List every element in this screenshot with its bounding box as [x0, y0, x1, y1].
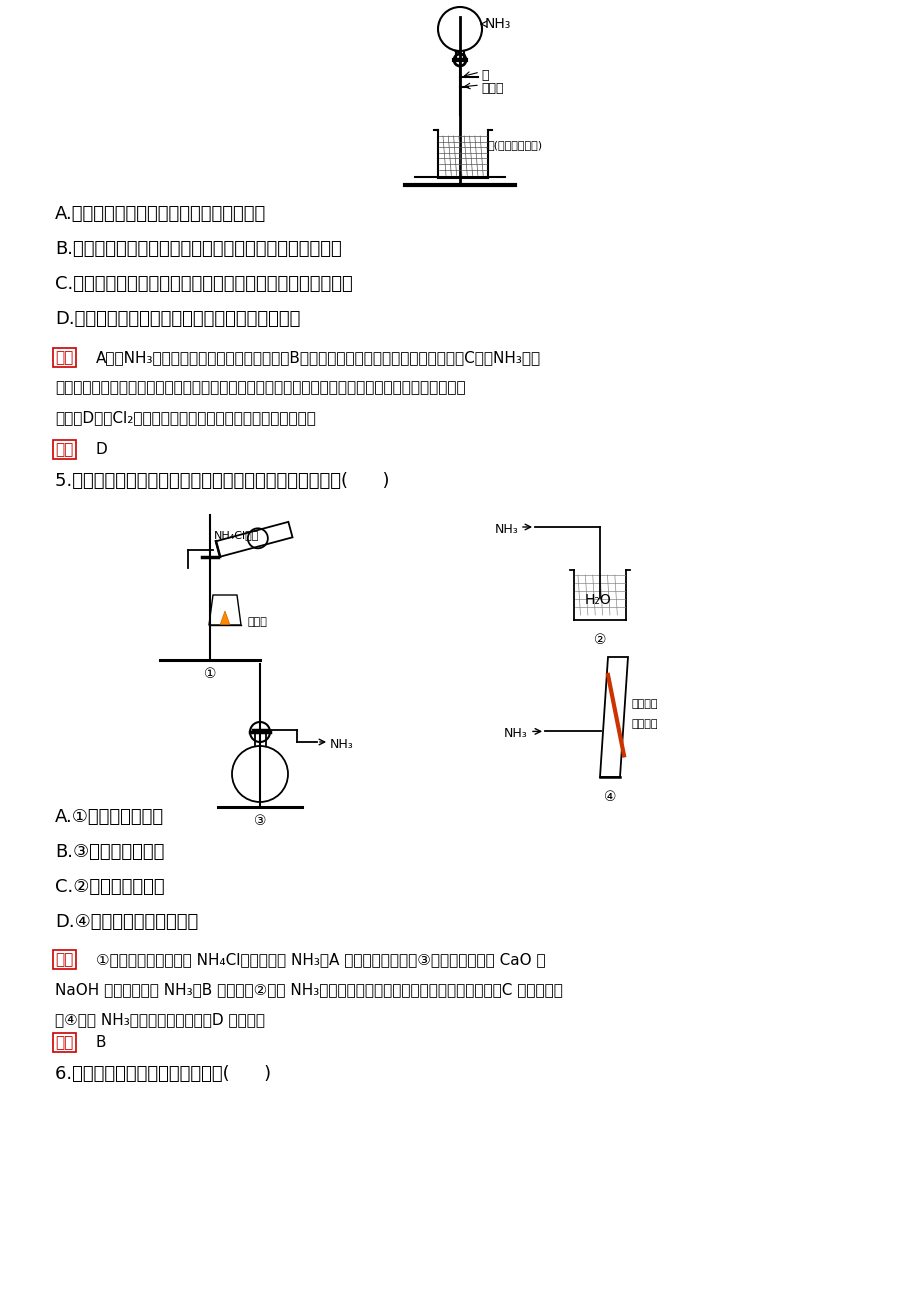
Text: 用④收集 NH₃时，收集气体不纯，D 项错误。: 用④收集 NH₃时，收集气体不纯，D 项错误。: [55, 1012, 265, 1027]
Text: 湿润红色: 湿润红色: [631, 699, 658, 710]
Text: 解析: 解析: [55, 350, 74, 365]
Text: D: D: [96, 441, 108, 457]
Text: C.形成喷泉的原因是氨气溶于水后，烧瓶内的气压小于大气压: C.形成喷泉的原因是氨气溶于水后，烧瓶内的气压小于大气压: [55, 275, 352, 293]
Text: A.①是氨气发生装置: A.①是氨气发生装置: [55, 809, 164, 825]
Text: 答案: 答案: [55, 441, 74, 457]
Text: ③: ③: [254, 814, 266, 828]
Text: A项，NH₃极易溶于水，可用来做喷泉实验；B项，氨水呼碱性，能使酚酮溶液变红色；C项，NH₃极易: A项，NH₃极易溶于水，可用来做喷泉实验；B项，氨水呼碱性，能使酚酮溶液变红色；…: [96, 350, 540, 365]
Text: NH₃: NH₃: [330, 738, 354, 751]
Text: NH₄Cl固体: NH₄Cl固体: [214, 530, 259, 540]
Text: A.该实验说明氨气是一种极易溶于水的气体: A.该实验说明氨气是一种极易溶于水的气体: [55, 204, 266, 223]
Text: NH₃: NH₃: [504, 728, 528, 741]
Text: B: B: [96, 1035, 106, 1049]
Text: NaOH 作用，可制取 NH₃，B 项正确；②作为 NH₃的吸收装置，漏斗插入水中，不能防止倒吸，C 项错误；利: NaOH 作用，可制取 NH₃，B 项正确；②作为 NH₃的吸收装置，漏斗插入水…: [55, 982, 562, 997]
Text: C.②是氨气吸收装置: C.②是氨气吸收装置: [55, 878, 165, 896]
Text: 碱石灰: 碱石灰: [248, 617, 267, 628]
Polygon shape: [599, 658, 628, 777]
Text: NH₃: NH₃: [484, 17, 511, 31]
Polygon shape: [216, 522, 292, 557]
Polygon shape: [209, 595, 241, 625]
Text: ④: ④: [603, 790, 616, 805]
Text: D.④是氨气收集、检验装置: D.④是氨气收集、检验装置: [55, 913, 198, 931]
Text: 石蕊试纸: 石蕊试纸: [631, 720, 658, 729]
Text: 水: 水: [481, 69, 488, 82]
Text: ①装置在管口处又生成 NH₄Cl，无法制得 NH₃，A 项错误；选用装置③，使用浓氨水与 CaO 或: ①装置在管口处又生成 NH₄Cl，无法制得 NH₃，A 项错误；选用装置③，使用…: [96, 952, 545, 967]
Text: ②: ②: [593, 633, 606, 647]
Text: B.③是氨气发生装置: B.③是氨气发生装置: [55, 842, 165, 861]
Text: D.用氯气代替氨气，利用此装置也可进行喷泉实验: D.用氯气代替氨气，利用此装置也可进行喷泉实验: [55, 310, 300, 328]
Text: H₂O: H₂O: [584, 592, 611, 607]
Text: 解析: 解析: [55, 952, 74, 967]
Text: 答案: 答案: [55, 1035, 74, 1049]
Text: 水(滴加少量酚酞): 水(滴加少量酚酞): [487, 141, 542, 150]
Text: NH₃: NH₃: [494, 523, 517, 536]
Text: 6.用加热法可以分离的一组物质是(      ): 6.用加热法可以分离的一组物质是( ): [55, 1065, 271, 1083]
Text: 5.实验室制取少量干燥的氨气涉及下列装置，其中正确的是(      ): 5.实验室制取少量干燥的氨气涉及下列装置，其中正确的是( ): [55, 473, 389, 490]
Text: 喷泉；D项，Cl₂在水中的溶解度较小，不能用于做喷泉实验。: 喷泉；D项，Cl₂在水中的溶解度较小，不能用于做喷泉实验。: [55, 410, 315, 424]
Text: ①: ①: [203, 667, 216, 681]
Polygon shape: [220, 611, 230, 625]
Text: 止水夹: 止水夹: [481, 82, 503, 95]
Text: B.进入烧瓶中的液体颜色由无色变为红色，说明氨水呼碱性: B.进入烧瓶中的液体颜色由无色变为红色，说明氨水呼碱性: [55, 240, 341, 258]
Text: 溶于水，使烧瓶内的气压小于大气压，在压强差的作用下，烧杯中的水沿导管迅速向上流动，从而形成: 溶于水，使烧瓶内的气压小于大气压，在压强差的作用下，烧杯中的水沿导管迅速向上流动…: [55, 380, 465, 395]
